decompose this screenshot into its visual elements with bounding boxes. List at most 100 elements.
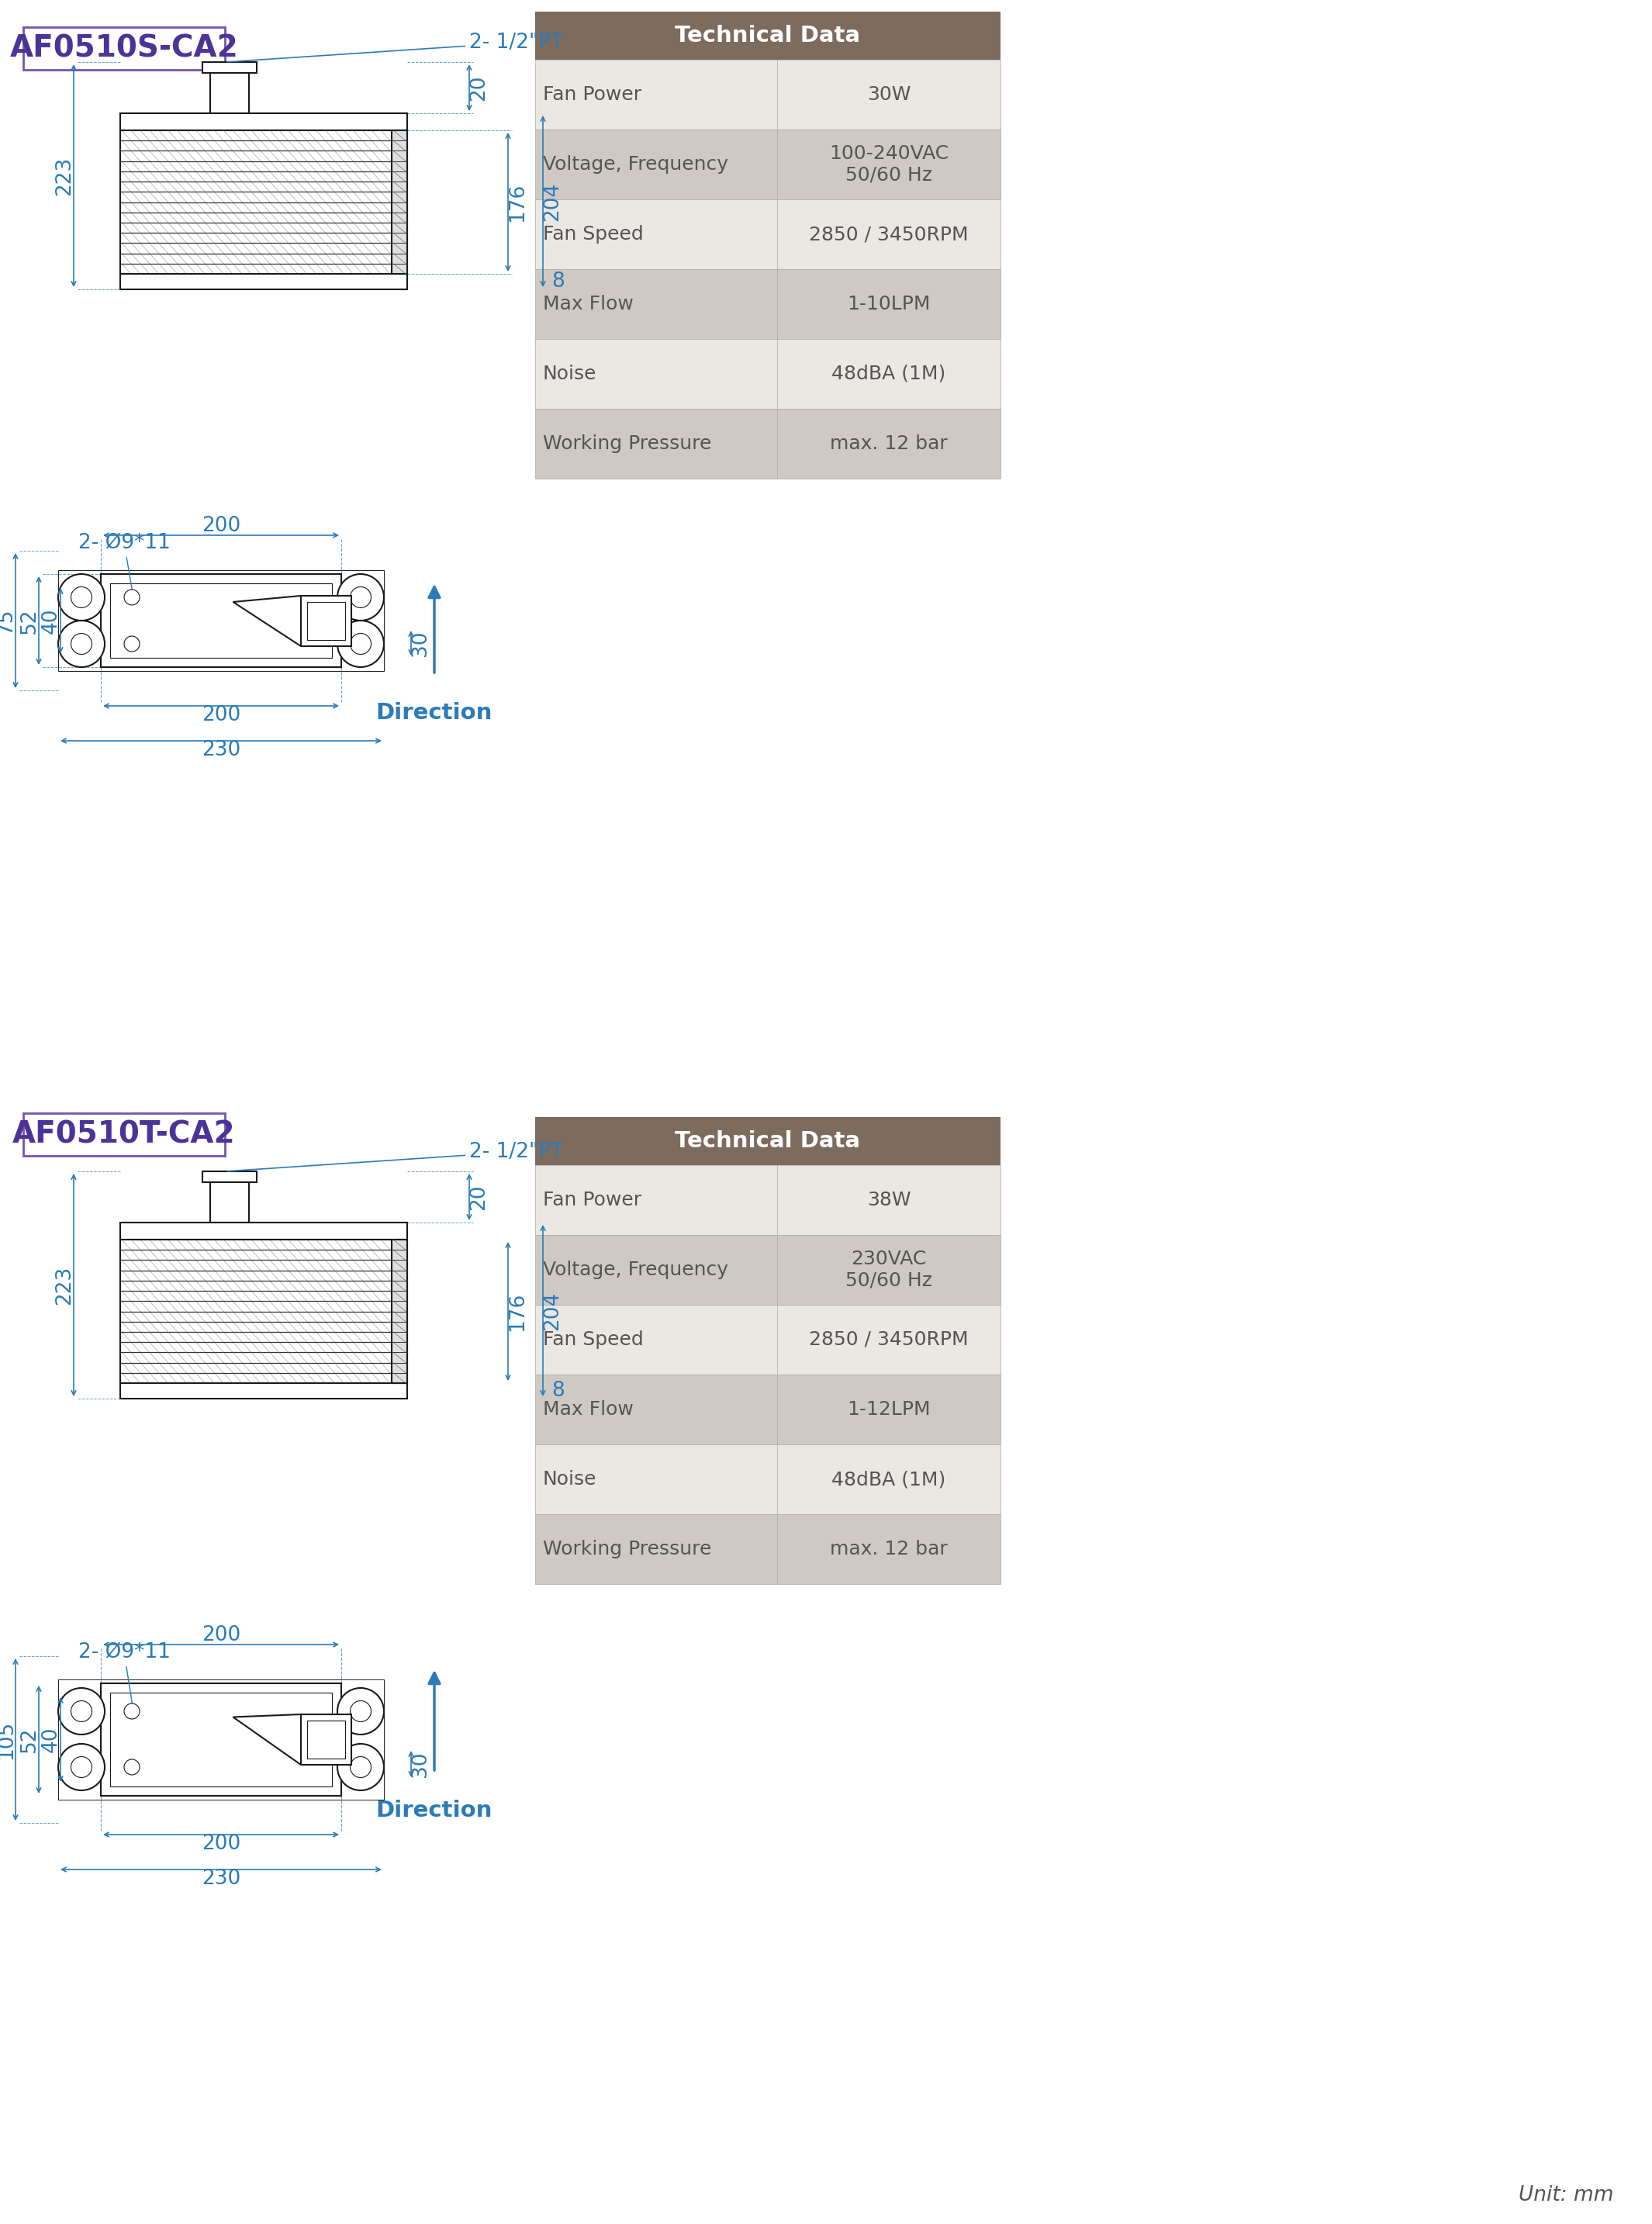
Bar <box>301 596 352 647</box>
Bar <box>535 269 1001 338</box>
Bar <box>307 603 345 641</box>
Bar <box>121 274 406 289</box>
Circle shape <box>337 1744 383 1790</box>
Text: Direction: Direction <box>377 703 492 723</box>
Bar <box>111 583 332 658</box>
Bar <box>202 1172 256 1183</box>
Bar <box>101 1684 342 1795</box>
Text: Technical Data: Technical Data <box>676 1130 861 1152</box>
Text: Fan Power: Fan Power <box>544 85 641 105</box>
Circle shape <box>337 574 383 620</box>
Text: 223: 223 <box>55 156 74 196</box>
Bar <box>535 338 1001 409</box>
Circle shape <box>124 636 140 652</box>
Circle shape <box>71 1701 93 1721</box>
Circle shape <box>58 620 104 667</box>
Bar <box>58 569 383 672</box>
Text: 2850 / 3450RPM: 2850 / 3450RPM <box>809 1330 968 1350</box>
Polygon shape <box>233 1715 301 1766</box>
Text: 2- Ø9*11: 2- Ø9*11 <box>78 1641 170 1708</box>
Bar <box>535 1116 1001 1165</box>
Text: 20: 20 <box>469 1183 489 1210</box>
Bar <box>535 11 1001 60</box>
Circle shape <box>350 1757 372 1777</box>
Text: Technical Data: Technical Data <box>676 24 861 47</box>
Bar <box>535 60 1001 129</box>
Text: 176: 176 <box>507 1292 527 1330</box>
Text: 2850 / 3450RPM: 2850 / 3450RPM <box>809 225 968 245</box>
Text: Fan Power: Fan Power <box>544 1190 641 1210</box>
Text: max. 12 bar: max. 12 bar <box>829 434 948 454</box>
Bar <box>535 1165 1001 1234</box>
Text: 230VAC
50/60 Hz: 230VAC 50/60 Hz <box>846 1250 932 1290</box>
Text: AF0510S-CA2: AF0510S-CA2 <box>10 33 238 62</box>
Text: 30: 30 <box>410 1750 431 1777</box>
Text: 176: 176 <box>507 182 527 222</box>
Bar <box>121 1239 406 1383</box>
Bar <box>392 1239 406 1383</box>
Text: 30W: 30W <box>867 85 910 105</box>
Text: Max Flow: Max Flow <box>544 1401 634 1419</box>
Text: 40: 40 <box>41 607 61 634</box>
Text: 1-10LPM: 1-10LPM <box>847 296 930 314</box>
Bar <box>535 1305 1001 1374</box>
Circle shape <box>71 634 93 654</box>
Text: Noise: Noise <box>544 365 596 383</box>
Text: 48dBA (1M): 48dBA (1M) <box>831 365 947 383</box>
Text: Voltage, Frequency: Voltage, Frequency <box>544 156 729 173</box>
Text: Fan Speed: Fan Speed <box>544 225 644 245</box>
Text: 1-12LPM: 1-12LPM <box>847 1401 930 1419</box>
Circle shape <box>337 1688 383 1735</box>
Bar <box>58 1679 383 1799</box>
Text: Unit: mm: Unit: mm <box>1518 2186 1614 2206</box>
Text: Voltage, Frequency: Voltage, Frequency <box>544 1261 729 1279</box>
Text: 8: 8 <box>552 1381 565 1401</box>
Bar <box>121 131 406 274</box>
Bar <box>535 409 1001 478</box>
Text: 48dBA (1M): 48dBA (1M) <box>831 1470 947 1488</box>
Bar <box>23 1114 225 1156</box>
Text: 100-240VAC
50/60 Hz: 100-240VAC 50/60 Hz <box>829 145 948 185</box>
Text: 230: 230 <box>202 1868 241 1888</box>
Text: 200: 200 <box>202 516 241 536</box>
Bar <box>535 129 1001 200</box>
Bar <box>121 1383 406 1399</box>
Bar <box>307 1721 345 1759</box>
Circle shape <box>350 634 372 654</box>
Text: 230: 230 <box>202 741 241 761</box>
Text: 204: 204 <box>542 1292 562 1330</box>
Text: Max Flow: Max Flow <box>544 296 634 314</box>
Bar <box>101 574 342 667</box>
Text: 2- 1/2"PT: 2- 1/2"PT <box>228 1141 563 1172</box>
Bar <box>210 73 249 113</box>
Text: Working Pressure: Working Pressure <box>544 434 712 454</box>
Bar <box>535 1374 1001 1443</box>
Text: 2- Ø9*11: 2- Ø9*11 <box>78 534 170 596</box>
Circle shape <box>58 1744 104 1790</box>
Circle shape <box>350 587 372 607</box>
Text: 204: 204 <box>542 182 562 220</box>
Bar <box>121 113 406 131</box>
Polygon shape <box>233 596 301 647</box>
Text: 8: 8 <box>552 271 565 291</box>
Bar <box>210 1183 249 1223</box>
Bar <box>392 131 406 274</box>
Text: Noise: Noise <box>544 1470 596 1488</box>
Circle shape <box>124 589 140 605</box>
Circle shape <box>58 1688 104 1735</box>
Text: 75: 75 <box>0 607 17 634</box>
Text: 200: 200 <box>202 705 241 725</box>
Bar <box>23 27 225 69</box>
Bar <box>121 1223 406 1239</box>
Bar <box>535 200 1001 269</box>
Text: AF0510T-CA2: AF0510T-CA2 <box>13 1119 236 1150</box>
Bar <box>202 62 256 73</box>
Text: 52: 52 <box>20 1726 40 1753</box>
Text: 52: 52 <box>20 607 40 634</box>
Text: Direction: Direction <box>377 1799 492 1821</box>
Text: Fan Speed: Fan Speed <box>544 1330 644 1350</box>
Text: 223: 223 <box>55 1265 74 1305</box>
Text: 40: 40 <box>41 1726 61 1753</box>
Bar <box>535 1443 1001 1515</box>
Text: 30: 30 <box>410 629 431 656</box>
